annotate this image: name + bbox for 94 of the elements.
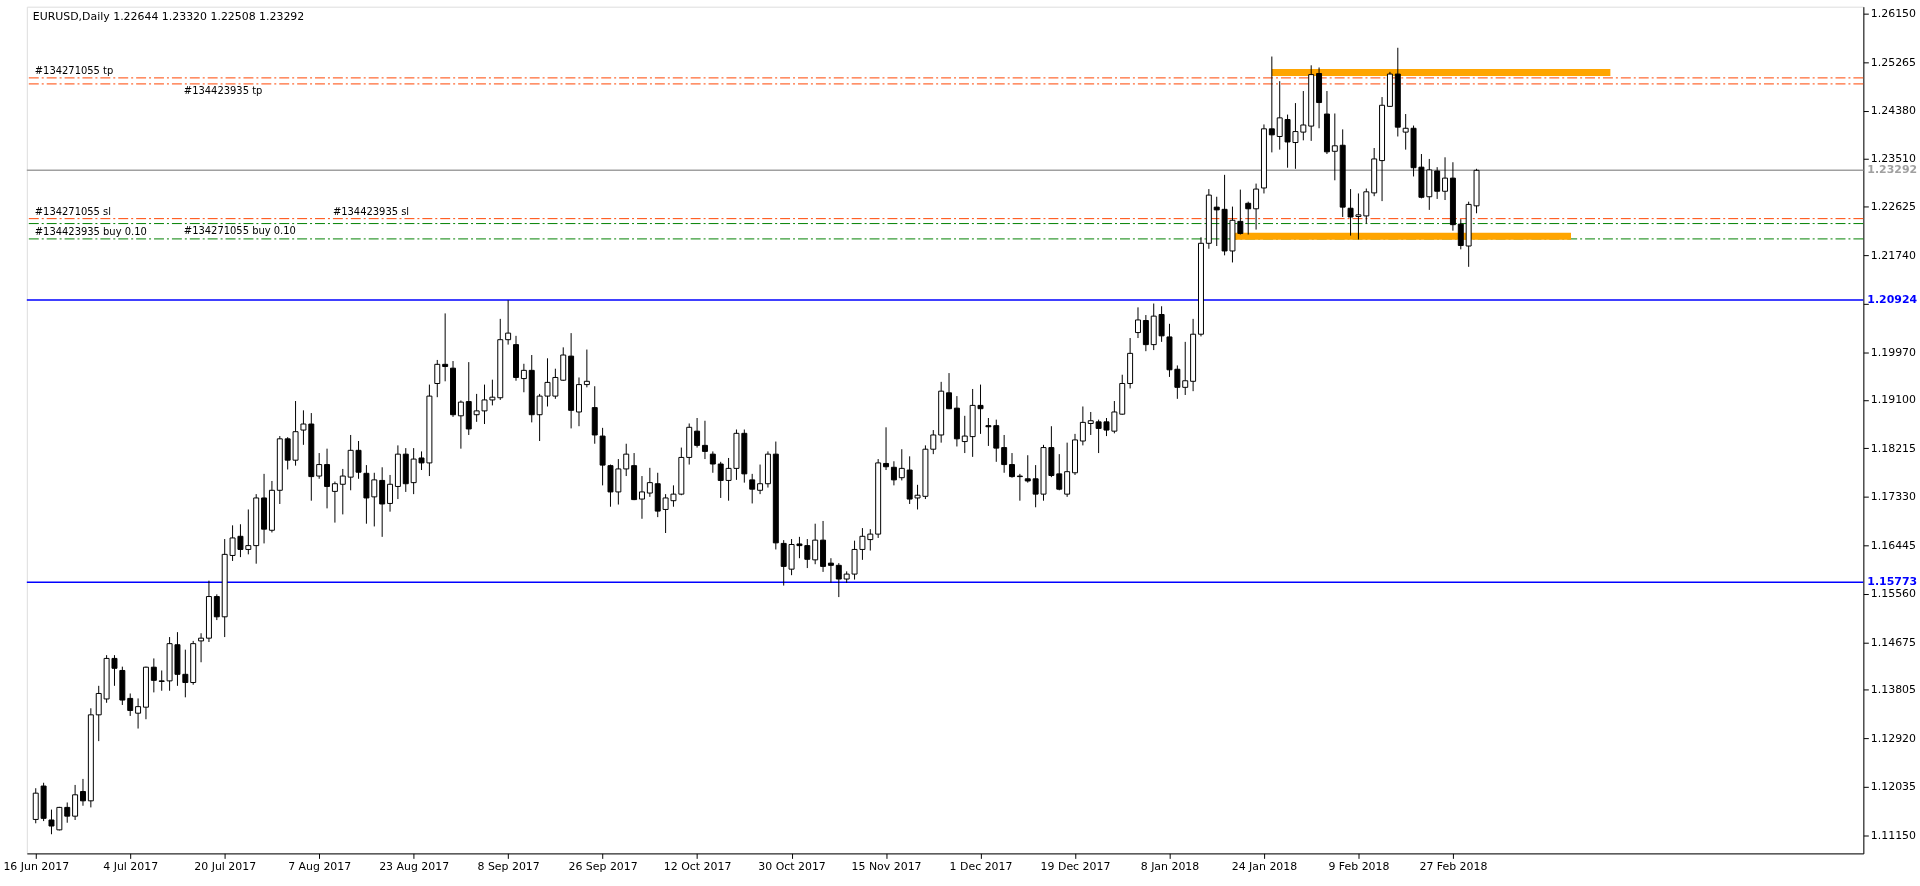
- x-tick-label: 23 Aug 2017: [379, 859, 450, 873]
- candlestick: [442, 312, 449, 382]
- x-tick-label: 1 Dec 2017: [949, 859, 1013, 873]
- x-tick-label: 30 Oct 2017: [758, 859, 826, 873]
- y-tick-label: 1.15560: [1870, 587, 1917, 601]
- y-tick-label: 1.25265: [1870, 55, 1916, 69]
- candlestick: [883, 426, 890, 471]
- ref-line-label: 1.20924: [1867, 293, 1918, 307]
- candlestick: [709, 450, 716, 474]
- candlestick: [339, 468, 346, 515]
- candlestick: [379, 466, 386, 538]
- ref-line-label: 1.23292: [1867, 163, 1918, 177]
- x-tick-label: 27 Feb 2018: [1419, 859, 1488, 873]
- x-tick-label: 26 Sep 2017: [568, 859, 638, 873]
- candlestick: [961, 415, 968, 454]
- candlestick: [835, 562, 842, 598]
- candlestick: [387, 474, 394, 513]
- candlestick: [946, 372, 953, 410]
- ref-line-label: #134271055 buy 0.10: [183, 224, 296, 236]
- ref-line-label: #134271055 tp: [34, 64, 114, 76]
- y-tick-label: 1.17330: [1870, 490, 1917, 504]
- candlestick: [1457, 218, 1464, 250]
- candlestick: [1064, 442, 1071, 498]
- ref-line-label: #134271055 sl: [34, 205, 111, 217]
- candlestick: [1253, 183, 1260, 231]
- candlestick: [135, 697, 142, 730]
- candlestick: [457, 399, 464, 450]
- candlestick: [324, 448, 331, 509]
- y-tick-label: 1.21740: [1870, 248, 1917, 262]
- candlestick: [1016, 473, 1023, 502]
- y-tick-label: 1.11150: [1870, 828, 1917, 842]
- candlestick: [1182, 341, 1189, 396]
- candlestick: [520, 363, 527, 393]
- x-tick-label: 19 Dec 2017: [1040, 859, 1111, 873]
- candlestick: [72, 784, 79, 821]
- candlestick: [1331, 112, 1338, 181]
- x-tick-label: 4 Jul 2017: [103, 859, 159, 873]
- candlestick: [505, 299, 512, 346]
- candlestick: [646, 467, 653, 498]
- y-tick-label: 1.13805: [1870, 683, 1916, 697]
- candlestick: [1245, 201, 1252, 236]
- candlestick: [583, 349, 590, 388]
- candlestick: [812, 523, 819, 565]
- candlestick: [150, 657, 157, 693]
- ref-line-label: #134423935 buy 0.10: [34, 225, 147, 237]
- candlestick: [827, 557, 834, 584]
- candlestick: [898, 448, 905, 481]
- x-tick-label: 16 Jun 2017: [3, 859, 70, 873]
- candlestick: [694, 417, 701, 449]
- y-tick-label: 1.23510: [1870, 151, 1917, 165]
- x-tick-label: 8 Sep 2017: [477, 859, 540, 873]
- x-tick-label: 8 Jan 2018: [1140, 859, 1200, 873]
- x-tick-label: 7 Aug 2017: [288, 859, 352, 873]
- x-tick-label: 15 Nov 2017: [851, 859, 922, 873]
- candlestick: [749, 473, 756, 504]
- y-tick-label: 1.26150: [1870, 7, 1917, 21]
- candlestick: [757, 464, 764, 495]
- y-tick-label: 1.24380: [1870, 104, 1917, 118]
- ref-line-label: #134423935 tp: [183, 84, 263, 96]
- candlestick: [1268, 56, 1275, 153]
- x-tick-label: 12 Oct 2017: [663, 859, 732, 873]
- candlestick: [1135, 306, 1141, 339]
- candlestick: [623, 443, 630, 477]
- candlestick: [1434, 166, 1441, 200]
- x-tick-label: 20 Jul 2017: [194, 859, 257, 873]
- candlestick: [198, 632, 205, 663]
- candlestick: [213, 593, 220, 621]
- ref-line-label: 1.15773: [1867, 575, 1918, 589]
- y-tick-label: 1.12920: [1870, 731, 1917, 745]
- candlestick: [890, 460, 897, 486]
- annotation: #134423935 sl: [332, 205, 410, 217]
- candlestick: [701, 420, 708, 460]
- y-tick-label: 1.14675: [1870, 635, 1916, 649]
- candlestick: [64, 801, 71, 824]
- chart-title: EURUSD,Daily 1.22644 1.23320 1.22508 1.23292: [32, 9, 305, 23]
- candlestick: [1024, 454, 1031, 484]
- y-tick-label: 1.18215: [1870, 441, 1916, 455]
- y-tick-label: 1.22625: [1870, 200, 1916, 214]
- candlestick: [1009, 452, 1015, 479]
- candlestick: [331, 481, 338, 524]
- x-tick-label: 24 Jan 2018: [1231, 859, 1298, 873]
- candlestick: [638, 475, 645, 520]
- candlestick: [434, 359, 441, 398]
- candlestick: [1001, 434, 1008, 474]
- candlestick: [1442, 156, 1449, 201]
- candlestick: [1079, 406, 1086, 446]
- y-tick-label: 1.12035: [1870, 780, 1916, 794]
- candlestick: [79, 778, 86, 807]
- y-tick-label: 1.19100: [1870, 393, 1917, 407]
- y-tick-label: 1.19970: [1870, 345, 1917, 359]
- x-tick-label: 9 Feb 2018: [1328, 859, 1390, 873]
- candlestick: [127, 692, 134, 717]
- candlestick: [316, 452, 323, 480]
- y-tick-label: 1.16445: [1870, 538, 1916, 552]
